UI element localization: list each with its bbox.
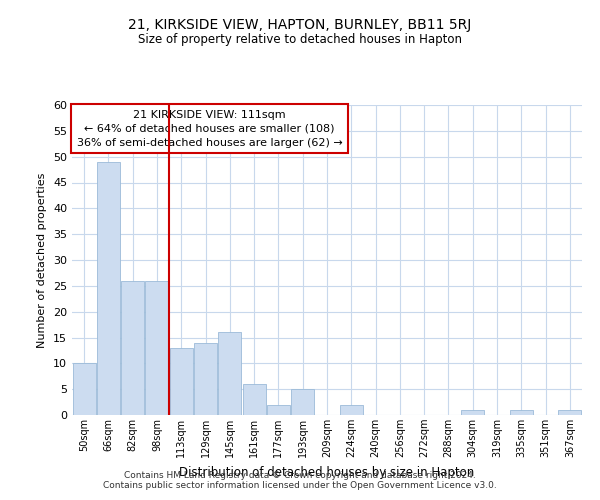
Bar [510, 410, 533, 415]
X-axis label: Distribution of detached houses by size in Hapton: Distribution of detached houses by size … [179, 466, 475, 478]
Bar [461, 410, 484, 415]
Text: Contains HM Land Registry data © Crown copyright and database right 2024.
Contai: Contains HM Land Registry data © Crown c… [103, 470, 497, 490]
Bar [267, 404, 290, 415]
Bar [218, 332, 241, 415]
Bar [97, 162, 120, 415]
Text: 21 KIRKSIDE VIEW: 111sqm
← 64% of detached houses are smaller (108)
36% of semi-: 21 KIRKSIDE VIEW: 111sqm ← 64% of detach… [77, 110, 343, 148]
Text: 21, KIRKSIDE VIEW, HAPTON, BURNLEY, BB11 5RJ: 21, KIRKSIDE VIEW, HAPTON, BURNLEY, BB11… [128, 18, 472, 32]
Bar [73, 364, 95, 415]
Bar [170, 348, 193, 415]
Bar [145, 280, 169, 415]
Bar [559, 410, 581, 415]
Bar [194, 342, 217, 415]
Bar [340, 404, 363, 415]
Bar [242, 384, 266, 415]
Y-axis label: Number of detached properties: Number of detached properties [37, 172, 47, 348]
Text: Size of property relative to detached houses in Hapton: Size of property relative to detached ho… [138, 32, 462, 46]
Bar [121, 280, 144, 415]
Bar [291, 389, 314, 415]
